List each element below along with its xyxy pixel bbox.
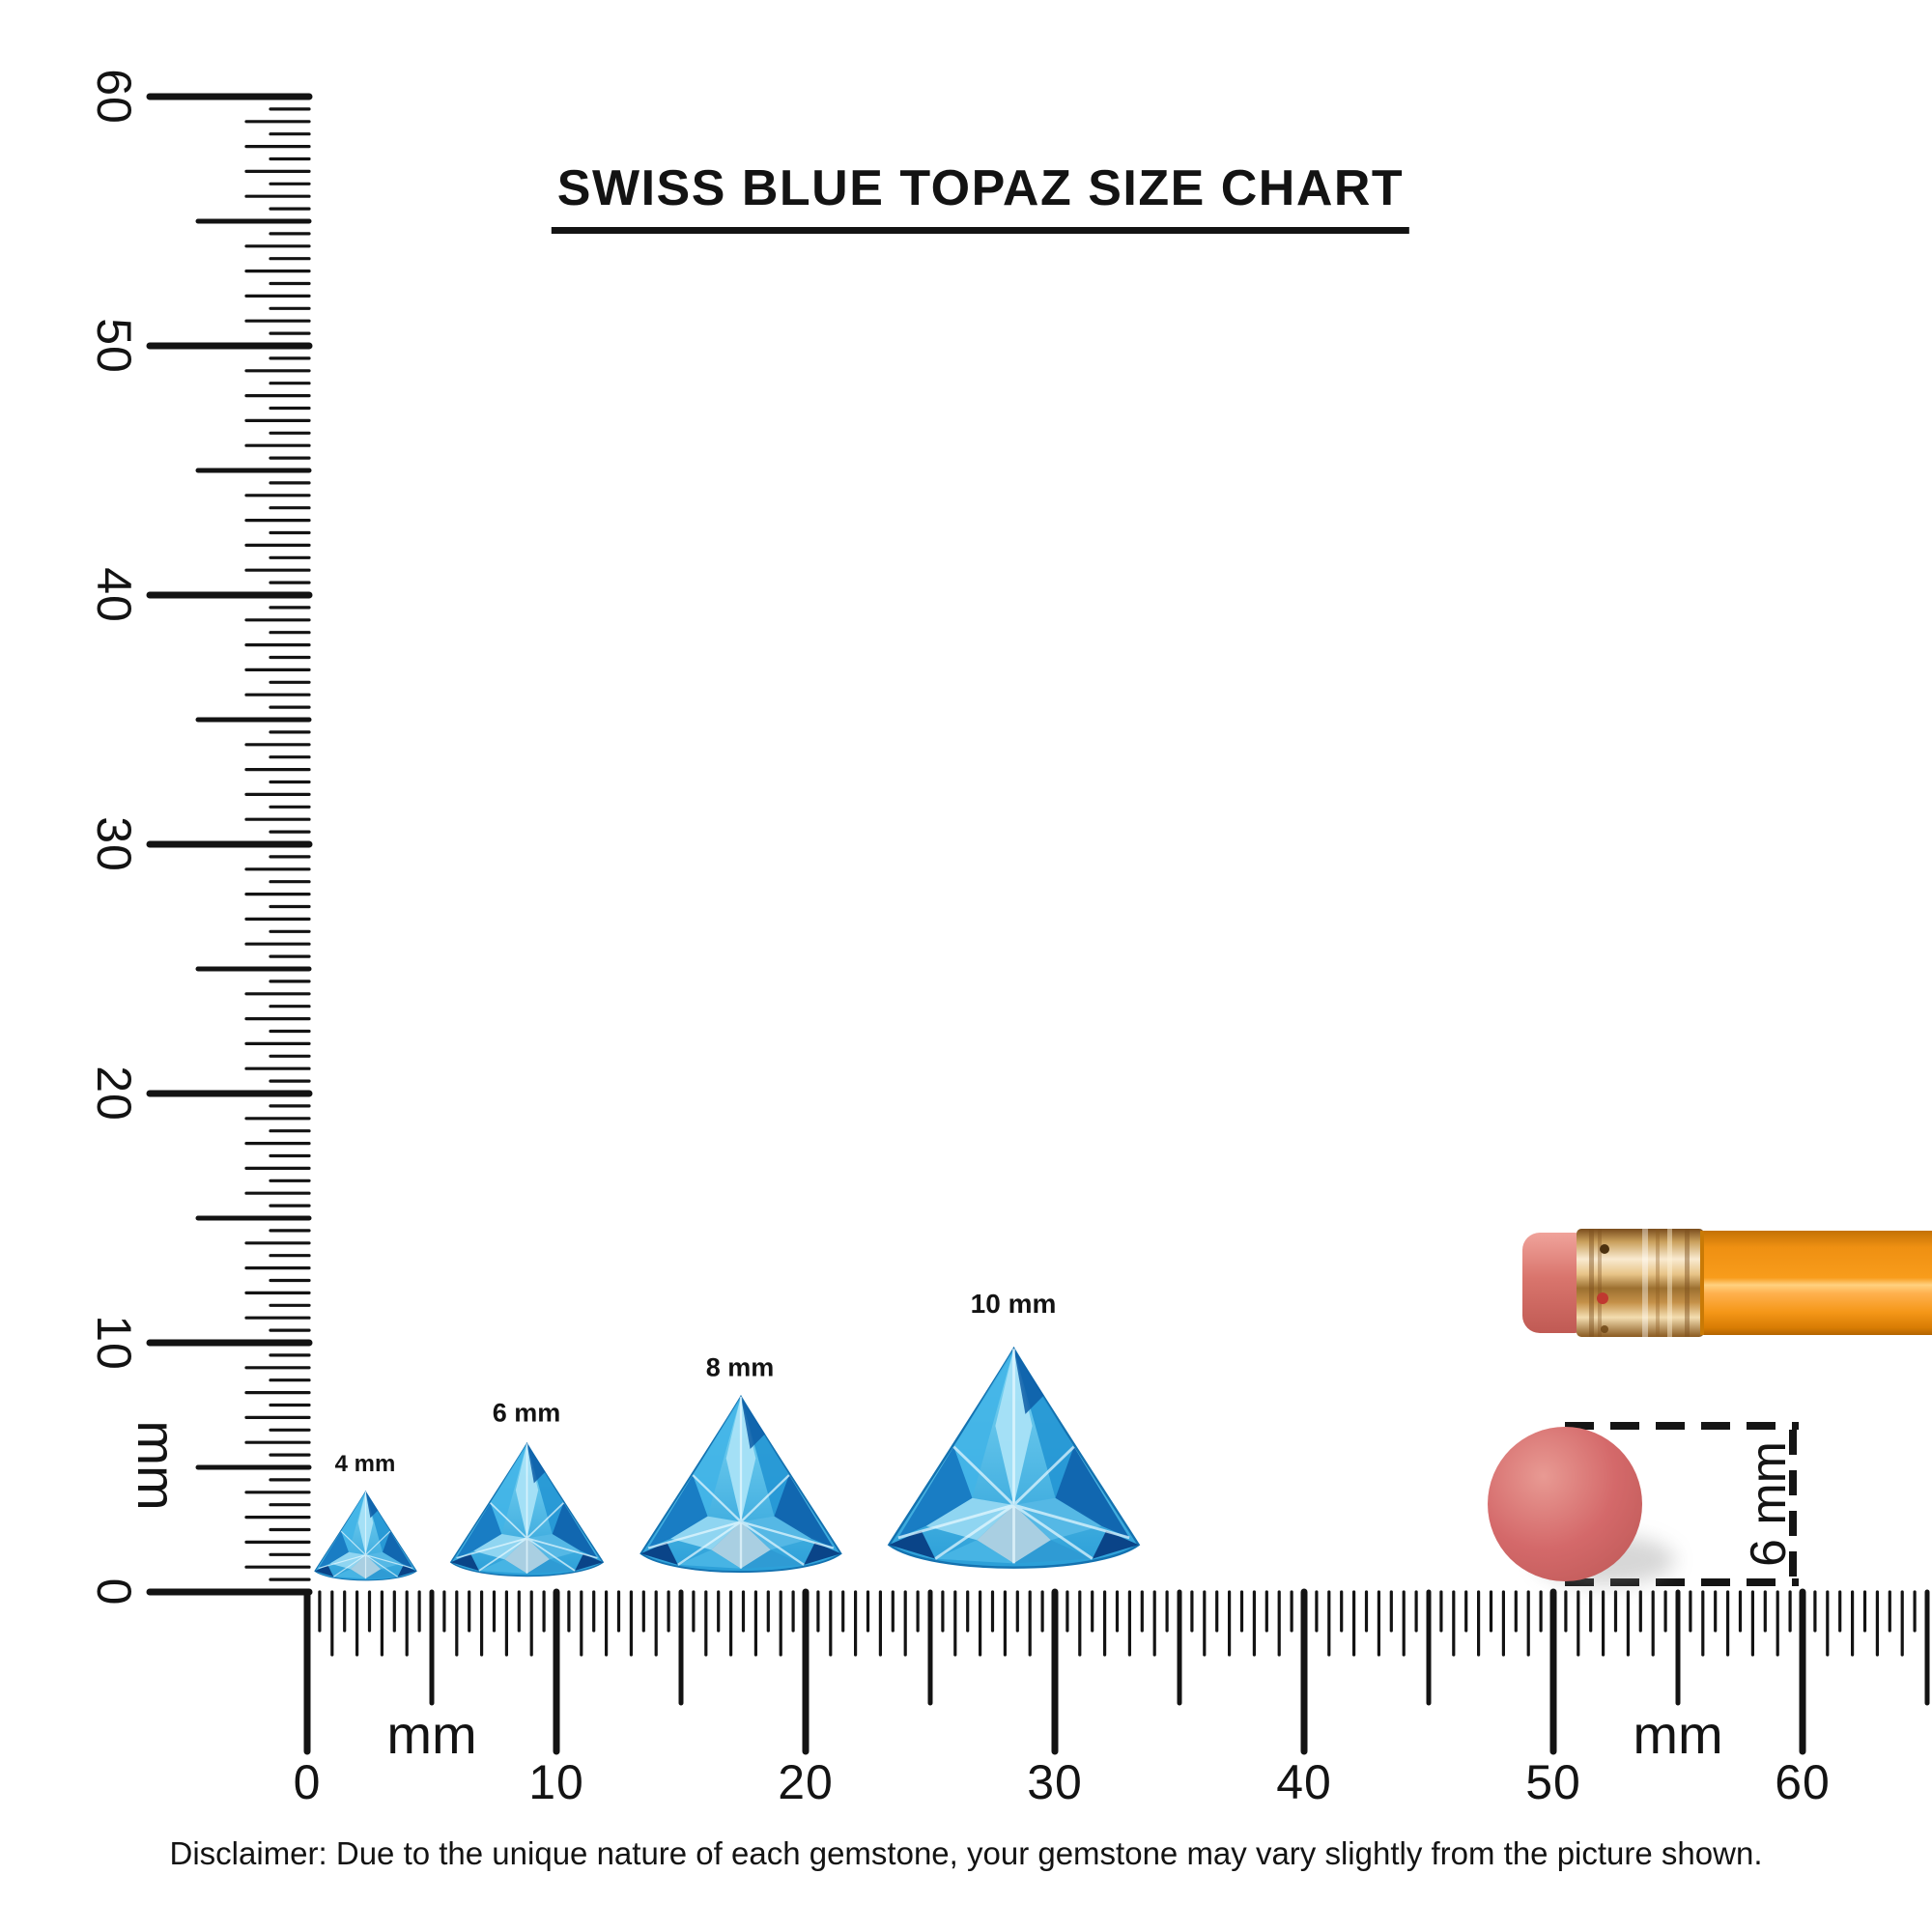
v-ruler-label-20: 20	[87, 1065, 141, 1122]
v-ruler-unit: mm	[127, 1420, 187, 1511]
pencil-body	[1704, 1231, 1932, 1335]
pencil-ferrule	[1577, 1229, 1704, 1337]
v-ruler-label-30: 30	[87, 816, 141, 872]
h-ruler-label-0: 0	[293, 1755, 322, 1809]
gem-label-10mm: 10 mm	[970, 1289, 1057, 1319]
v-ruler-label-50: 50	[87, 318, 141, 374]
pencil	[1522, 1229, 1932, 1337]
h-ruler-label-30: 30	[1027, 1755, 1083, 1809]
h-ruler-label-10: 10	[528, 1755, 584, 1809]
h-ruler-label-20: 20	[778, 1755, 834, 1809]
v-ruler-label-0: 0	[87, 1577, 141, 1606]
page-title: SWISS BLUE TOPAZ SIZE CHART	[551, 159, 1410, 234]
ferrule-rivet-dot	[1600, 1244, 1609, 1254]
measurement-lines	[1565, 1422, 1799, 1586]
measure-label: 6 mm	[1741, 1441, 1797, 1567]
gem-group	[314, 1347, 1141, 1581]
vertical-ruler-ticks	[146, 93, 313, 1596]
ferrule-red-dot	[1597, 1293, 1608, 1304]
h-ruler-label-60: 60	[1775, 1755, 1831, 1809]
gem-label-6mm: 6 mm	[492, 1398, 561, 1428]
v-ruler-label-40: 40	[87, 567, 141, 623]
h-ruler-unit-left: mm	[386, 1704, 477, 1765]
v-ruler-label-10: 10	[87, 1315, 141, 1371]
gem-10mm	[887, 1347, 1141, 1570]
eraser-dot-group	[1488, 1427, 1675, 1585]
gem-label-4mm: 4 mm	[334, 1451, 396, 1477]
horizontal-ruler-ticks	[303, 1588, 1930, 1755]
gem-6mm	[449, 1442, 605, 1577]
pencil-eraser-tip	[1522, 1233, 1592, 1333]
eraser-dot	[1488, 1427, 1642, 1581]
gem-label-8mm: 8 mm	[705, 1352, 775, 1382]
gem-8mm	[639, 1395, 842, 1574]
gem-4mm	[314, 1491, 417, 1581]
h-ruler-label-50: 50	[1525, 1755, 1581, 1809]
h-ruler-unit-right: mm	[1633, 1704, 1723, 1765]
v-ruler-label-60: 60	[87, 69, 141, 125]
disclaimer-text: Disclaimer: Due to the unique nature of …	[169, 1835, 1763, 1871]
h-ruler-label-40: 40	[1276, 1755, 1332, 1809]
